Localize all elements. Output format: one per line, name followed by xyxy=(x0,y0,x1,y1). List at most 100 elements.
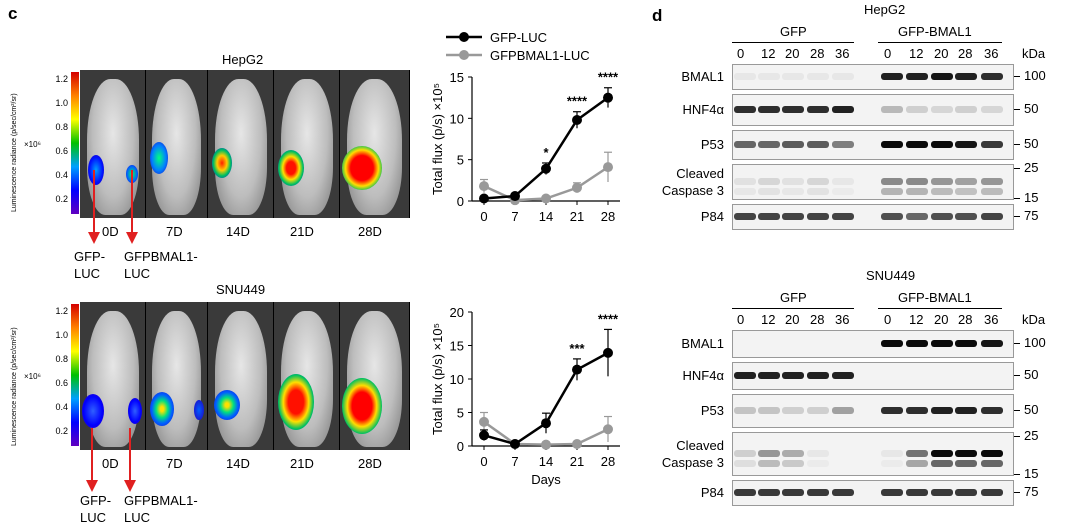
hepg2-blot-row xyxy=(732,64,1014,90)
y-tick-label: 10 xyxy=(450,372,464,387)
snu449-arrows xyxy=(86,428,136,492)
snu449-blot-row xyxy=(732,362,1014,390)
panel-c-letter: c xyxy=(8,4,18,23)
blot-band xyxy=(981,489,1003,496)
blot-band xyxy=(782,73,804,80)
x-axis-label: Days xyxy=(531,472,561,487)
blot-band xyxy=(734,407,756,414)
snu449-day-28d: 28D xyxy=(358,456,382,471)
snu449-imaging-title: SNU449 xyxy=(216,282,266,297)
blot-band xyxy=(881,106,903,113)
blot-band xyxy=(807,372,829,379)
hepg2-lane-label: 28 xyxy=(810,46,825,61)
y-tick-label: 10 xyxy=(450,111,464,126)
data-point xyxy=(572,364,582,375)
hepg2-group-bmal1: GFP-BMAL1 xyxy=(898,24,972,39)
snu449-row-label: BMAL1 xyxy=(681,336,724,351)
snu449-colorbar-tick: 0.6 xyxy=(55,378,68,388)
y-axis-label: Total flux (p/s) ×10⁵ xyxy=(430,323,445,435)
blot-band xyxy=(807,188,829,195)
x-tick-label: 7 xyxy=(511,209,518,224)
blot-band xyxy=(981,178,1003,185)
hepg2-marker-label: 50 xyxy=(1024,136,1039,151)
blot-band xyxy=(906,460,928,467)
snu449-mouse-images xyxy=(80,302,410,450)
blot-band xyxy=(955,73,977,80)
blot-band xyxy=(906,188,928,195)
hepg2-mouse-14d xyxy=(208,70,275,218)
hepg2-marker-tick xyxy=(1014,198,1020,199)
hepg2-marker-label: 15 xyxy=(1024,190,1039,205)
blot-band xyxy=(807,460,829,467)
snu449-flux-chart: 0 5 10 15 20 0 7 14 21 28 Total flux (p/s) ×10⁵ Day… xyxy=(430,305,620,487)
hepg2-row-label: P84 xyxy=(700,209,724,224)
blot-band xyxy=(758,460,780,467)
hepg2-blot-row xyxy=(732,164,1014,200)
blot-band xyxy=(758,73,780,80)
hepg2-arrow-label-gfp: GFP- LUC xyxy=(74,249,106,281)
hepg2-blot-title: HepG2 xyxy=(864,2,906,17)
blot-band xyxy=(832,106,854,113)
blot-band xyxy=(955,106,977,113)
snu449-group-underline-gfp xyxy=(732,308,854,309)
blot-band xyxy=(881,188,903,195)
blot-band xyxy=(881,460,903,467)
blot-band xyxy=(955,141,977,148)
hepg2-blot-row xyxy=(732,94,1014,126)
x-tick-label: 14 xyxy=(539,454,553,469)
snu449-lane-label: 28 xyxy=(810,312,825,327)
blot-band xyxy=(906,489,928,496)
blot-band xyxy=(782,213,804,220)
data-point xyxy=(541,193,551,204)
blot-band xyxy=(981,73,1003,80)
hepg2-lane-label: 36 xyxy=(835,46,850,61)
blot-band xyxy=(981,106,1003,113)
snu449-lane-label: 36 xyxy=(984,312,999,327)
blot-band xyxy=(906,213,928,220)
snu449-blot-title: SNU449 xyxy=(866,268,916,283)
snu449-marker-tick xyxy=(1014,343,1020,344)
blot-band xyxy=(782,489,804,496)
blot-band xyxy=(734,460,756,467)
hepg2-row-label: P53 xyxy=(700,137,724,152)
hepg2-colorbar-scale: ×10⁶ xyxy=(24,140,41,149)
data-point xyxy=(541,163,551,174)
blot-band xyxy=(981,213,1003,220)
blot-band xyxy=(734,106,756,113)
y-tick-label: 5 xyxy=(457,406,464,421)
hepg2-day-28d: 28D xyxy=(358,224,382,239)
blot-band xyxy=(931,178,953,185)
y-tick-label: 15 xyxy=(450,70,464,85)
data-point xyxy=(572,114,582,125)
blot-band xyxy=(832,141,854,148)
data-point xyxy=(572,182,582,193)
significance-label: **** xyxy=(598,70,619,85)
blot-band xyxy=(758,178,780,185)
blot-band xyxy=(906,73,928,80)
blot-band xyxy=(906,407,928,414)
blot-band xyxy=(906,340,928,347)
snu449-lane-label: 0 xyxy=(884,312,892,327)
snu449-blot-row xyxy=(732,394,1014,428)
blot-band xyxy=(931,460,953,467)
blot-band xyxy=(981,450,1003,457)
blot-band xyxy=(832,489,854,496)
snu449-row-label: HNF4α xyxy=(682,368,724,383)
blot-band xyxy=(782,178,804,185)
hepg2-marker-label: 75 xyxy=(1024,208,1039,223)
x-tick-label: 0 xyxy=(480,454,487,469)
snu449-marker-tick xyxy=(1014,474,1020,475)
snu449-day-14d: 14D xyxy=(226,456,250,471)
snu449-marker-label: 25 xyxy=(1024,428,1039,443)
blot-band xyxy=(931,213,953,220)
blot-band xyxy=(734,450,756,457)
hepg2-colorbar-gradient xyxy=(71,72,79,214)
hepg2-colorbar-tick: 0.8 xyxy=(55,122,68,132)
data-point xyxy=(603,162,613,173)
significance-label: *** xyxy=(569,341,585,356)
hepg2-colorbar-tick: 0.2 xyxy=(55,194,68,204)
blot-band xyxy=(832,407,854,414)
blot-band xyxy=(758,106,780,113)
snu449-marker-label: 15 xyxy=(1024,466,1039,481)
